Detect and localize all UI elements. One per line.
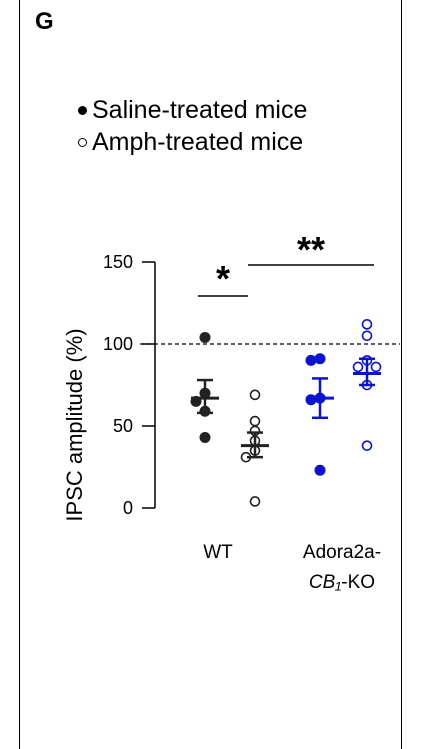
- group-label-ko-suffix: -KO: [341, 572, 375, 593]
- legend-item-saline: Saline-treated mice: [78, 94, 307, 126]
- y-tick-label: 50: [113, 416, 133, 436]
- data-point: [249, 389, 261, 401]
- data-point: [305, 394, 317, 406]
- open-circle-icon: [78, 137, 87, 147]
- data-point: [199, 431, 211, 443]
- significance-label: **: [297, 229, 325, 270]
- y-axis-label: IPSC amplitude (%): [62, 328, 87, 521]
- data-point: [352, 361, 364, 373]
- legend-item-amph: Amph-treated mice: [78, 126, 307, 158]
- data-point: [361, 319, 373, 330]
- group-label-wt: WT: [203, 542, 233, 563]
- panel-letter: G: [35, 8, 54, 35]
- data-point: [361, 330, 373, 342]
- legend-label-saline: Saline-treated mice: [92, 96, 308, 124]
- data-point: [314, 353, 326, 365]
- filled-circle-icon: [78, 105, 87, 115]
- data-point: [314, 464, 326, 476]
- legend-label-amph: Amph-treated mice: [92, 128, 304, 156]
- data-point: [370, 361, 382, 373]
- group-label-ko-line2: CB₁-KO: [309, 572, 375, 593]
- panel-frame: [19, 0, 402, 749]
- group-label-ko-line1: Adora2a-: [303, 542, 381, 563]
- significance-label: *: [216, 258, 230, 299]
- data-point: [249, 496, 261, 507]
- data-point: [249, 415, 261, 427]
- legend: Saline-treated mice Amph-treated mice: [78, 94, 307, 158]
- data-point: [199, 331, 211, 343]
- data-point: [305, 354, 317, 366]
- data-point: [361, 440, 373, 451]
- y-tick-label: 0: [123, 498, 133, 518]
- y-tick-label: 150: [103, 252, 133, 272]
- group-label-ko-gene: CB₁: [309, 572, 341, 593]
- y-tick-label: 100: [103, 334, 133, 354]
